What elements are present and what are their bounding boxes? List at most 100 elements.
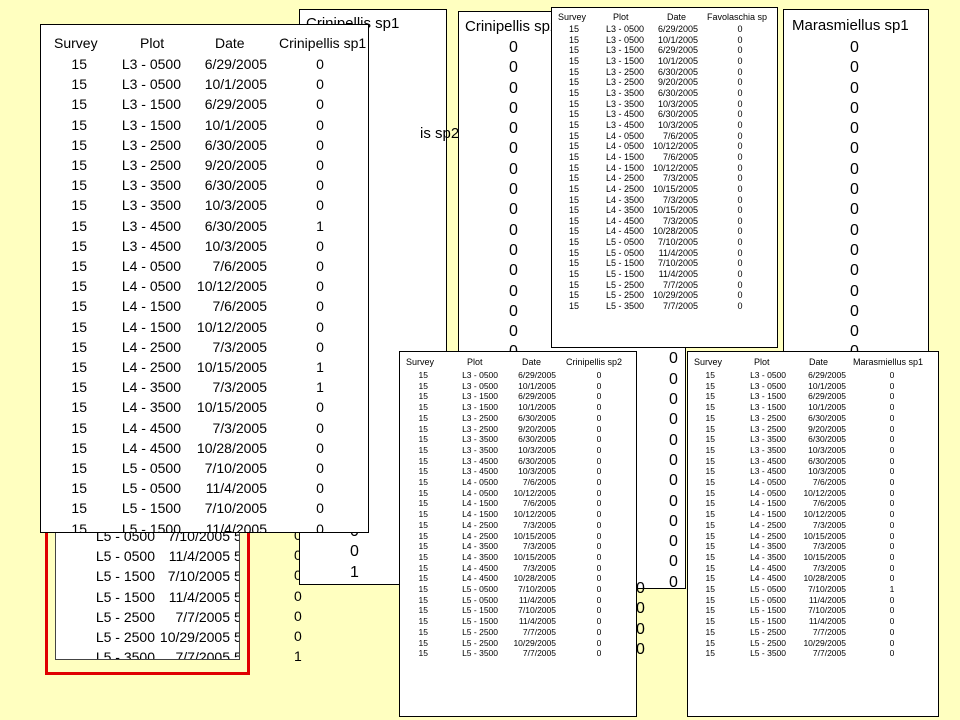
mar-survey-cell: 15 <box>705 648 715 659</box>
mar-plot-cell: L4 - 1500 <box>750 498 786 509</box>
front-date-cell: 6/30/2005 <box>204 217 267 234</box>
front-date-cell: 7/10/2005 <box>204 460 267 477</box>
mar-survey-cell: 15 <box>705 562 715 573</box>
sp2-date-cell: 10/15/2005 <box>513 551 556 562</box>
sp2-plot-cell: L3 - 2500 <box>462 423 498 434</box>
fav-value-cell: 0 <box>737 269 743 280</box>
mar-plot-cell: L5 - 2500 <box>750 626 786 637</box>
back-left-plot-cell: L5 - 3500 <box>95 649 155 660</box>
mar-plot-cell: L4 - 3500 <box>750 551 786 562</box>
mar-survey-cell: 15 <box>705 380 715 391</box>
front-date-cell: 10/15/2005 <box>196 399 267 416</box>
fav-value-cell: 0 <box>737 109 743 120</box>
crinipellis-sp2-back-right-value: 0 <box>669 533 678 551</box>
fav-value-cell: 0 <box>737 98 743 109</box>
fav-survey-cell: 15 <box>568 269 579 280</box>
mar-value-cell: 0 <box>889 380 895 391</box>
fav-value-cell: 0 <box>737 215 743 226</box>
back-left-edge-col: 5555555 <box>234 526 239 659</box>
fav-survey-cell: 15 <box>568 45 579 56</box>
crinipellis-sp2-back-value: 0 <box>509 99 518 117</box>
fav-survey-cell: 15 <box>568 258 579 269</box>
back-left-date-cell: 11/4/2005 <box>168 588 230 605</box>
front-date-cell: 9/20/2005 <box>204 157 267 174</box>
mar-value-cell: 0 <box>889 562 895 573</box>
mar-plot-cell: L3 - 2500 <box>750 423 786 434</box>
front-date-cell: 7/3/2005 <box>212 379 268 396</box>
mar-value-cell: 0 <box>889 487 895 498</box>
mar-date-cell: 7/3/2005 <box>812 541 846 552</box>
back-left-date-cell: 7/7/2005 <box>175 649 231 660</box>
sp2-plot-cell: L5 - 1500 <box>462 616 498 627</box>
marasmiellus-back-values: 0 0 0 0 0 0 0 0 0 0 0 0 0 0 0 0 <box>850 38 864 353</box>
fav-value-cell: 0 <box>737 24 743 34</box>
mar-value-cell: 0 <box>889 509 895 520</box>
mar-date-col: 6/29/2005 10/1/2005 6/29/2005 10/1/2005 6/30… <box>788 370 846 659</box>
fav-date-cell: 11/4/2005 <box>658 269 698 280</box>
fav-date-cell: 6/30/2005 <box>657 109 698 120</box>
mar-value-cell: 0 <box>889 530 895 541</box>
sp2-plot-cell: L4 - 4500 <box>462 573 498 584</box>
mar-plot-cell: L5 - 2500 <box>750 637 786 648</box>
back-left-value-cell: 0 <box>294 527 302 543</box>
sp2-value-cell: 0 <box>596 370 602 380</box>
sp2-survey-cell: 15 <box>418 594 428 605</box>
sp2-value-cell: 0 <box>596 423 602 434</box>
fav-survey-cell: 15 <box>568 109 579 120</box>
back-left-value-cell: 0 <box>294 547 302 564</box>
front-value-cell: 0 <box>316 157 324 174</box>
sp2-value-cell: 0 <box>596 380 602 391</box>
mar-survey-cell: 15 <box>705 466 715 477</box>
mar-date-cell: 7/3/2005 <box>812 562 846 573</box>
mar-date-cell: 10/3/2005 <box>808 444 846 455</box>
front-value-cell: 1 <box>316 359 324 376</box>
sp2-plot-cell: L3 - 1500 <box>462 402 498 413</box>
mar-plot-cell: L3 - 4500 <box>750 466 786 477</box>
sp2-survey-cell: 15 <box>418 605 428 616</box>
fav-date-cell: 7/10/2005 <box>657 237 698 248</box>
mar-header-species: Marasmiellus sp1 <box>853 357 924 367</box>
front-value-cell: 0 <box>316 399 324 416</box>
sp2-value-cell: 0 <box>596 626 602 637</box>
front-date-cell: 10/3/2005 <box>204 197 267 214</box>
mar-value-cell: 0 <box>889 423 895 434</box>
front-value-cell: 0 <box>316 318 324 335</box>
front-date-cell: 7/3/2005 <box>212 338 268 355</box>
front-value-cell: 0 <box>316 419 324 436</box>
mar-survey-cell: 15 <box>705 509 715 520</box>
front-survey-cell: 15 <box>71 278 87 295</box>
fav-plot-cell: L5 - 1500 <box>605 269 644 280</box>
fav-survey-cell: 15 <box>568 119 579 130</box>
fav-plot-cell: L4 - 1500 <box>605 151 644 162</box>
sp2-date-cell: 11/4/2005 <box>518 594 556 605</box>
fav-value-cell: 0 <box>737 162 743 173</box>
crinipellis-sp2-back-value: 0 <box>509 140 518 158</box>
mar-plot-cell: L4 - 2500 <box>750 519 786 530</box>
crinipellis-sp2-table-card: Survey Plot Date Crinipellis sp2 15 15 15 1… <box>399 351 637 717</box>
fav-survey-cell: 15 <box>568 215 579 226</box>
sp2-value-cell: 0 <box>596 434 602 445</box>
front-value-cell: 0 <box>316 258 324 275</box>
sp2-plot-cell: L3 - 0500 <box>462 370 498 380</box>
sp2-header-survey: Survey <box>406 357 435 367</box>
sp2-date-cell: 7/6/2005 <box>522 498 556 509</box>
fav-value-cell: 0 <box>737 279 743 290</box>
front-survey-cell: 15 <box>71 76 87 93</box>
front-plot-cell: L4 - 0500 <box>121 278 181 295</box>
front-survey-cell: 15 <box>71 217 87 234</box>
sp2-value-cell: 0 <box>596 477 602 488</box>
front-date-cell: 11/4/2005 <box>205 520 267 533</box>
sp2-value-cell: 0 <box>596 541 602 552</box>
mar-date-cell: 7/10/2005 <box>808 605 846 616</box>
fav-plot-cell: L4 - 0500 <box>605 141 644 152</box>
fav-value-cell: 0 <box>737 247 743 258</box>
sp2-survey-cell: 15 <box>418 391 428 402</box>
front-plot-cell: L4 - 2500 <box>121 338 181 355</box>
fav-date-cell: 10/1/2005 <box>657 55 698 66</box>
fav-value-cell: 0 <box>737 66 743 77</box>
front-value-cell: 0 <box>316 116 324 133</box>
marasmiellus-back-value: 0 <box>850 241 859 259</box>
fav-value-cell: 0 <box>737 141 743 152</box>
sp2-survey-cell: 15 <box>418 637 428 648</box>
marasmiellus-back-value: 0 <box>850 201 859 219</box>
